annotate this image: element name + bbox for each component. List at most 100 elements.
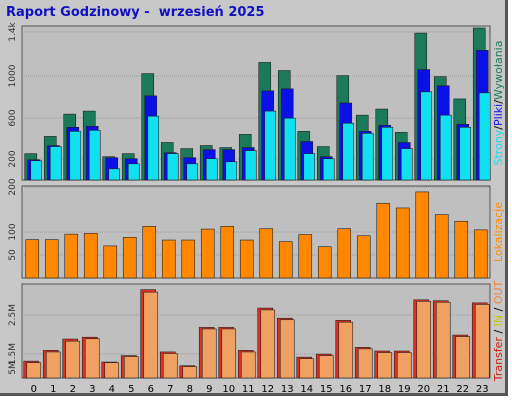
bar-transfer-out [123, 356, 139, 379]
bar-wywołania [127, 163, 140, 181]
transfer-axis-label: Transfer / IN / OUT [492, 280, 505, 382]
bar-wywołania [264, 110, 277, 181]
bar-lokalizacje [44, 239, 59, 279]
bar-transfer-out [377, 352, 393, 379]
bar-wywołania [420, 91, 433, 181]
bar-transfer-out [104, 362, 120, 379]
x-tick-label: 0 [31, 384, 37, 395]
x-tick-label: 15 [320, 384, 333, 395]
bar-wywołania [400, 148, 413, 181]
bar-lokalizacje [103, 245, 118, 279]
bar-transfer-out [279, 319, 295, 379]
bar-lokalizacje [317, 246, 332, 279]
bar-lokalizacje [161, 239, 176, 279]
bar-transfer-out [84, 338, 100, 379]
bar-lokalizacje [376, 202, 391, 279]
bar-transfer-out [318, 355, 334, 379]
hits-axis-label-part: Pliki [492, 104, 505, 126]
bar-wywołania [361, 133, 374, 181]
bar-wywołania [108, 168, 121, 181]
bar-wywołania [459, 127, 472, 181]
transfer-axis-label-part: IN [492, 315, 505, 326]
bar-lokalizacje [64, 233, 79, 279]
x-tick-label: 17 [359, 384, 372, 395]
bar-lokalizacje [434, 214, 449, 279]
hits-axis-label-separator: / [492, 100, 505, 104]
x-tick-label: 22 [456, 384, 469, 395]
bar-wywołania [381, 127, 394, 181]
x-tick-label: 16 [339, 384, 352, 395]
bar-transfer-out [45, 351, 61, 379]
y-tick-label: 1000 [8, 64, 18, 87]
bar-lokalizacje [220, 226, 235, 279]
bar-wywołania [439, 114, 452, 181]
bar-lokalizacje [259, 228, 274, 279]
bar-transfer-out [435, 301, 451, 379]
y-tick-label: 100 [8, 223, 18, 240]
bar-lokalizacje [25, 239, 40, 279]
bar-lokalizacje [473, 229, 488, 279]
bar-lokalizacje [278, 241, 293, 279]
x-tick-label: 23 [476, 384, 489, 395]
bar-transfer-out [396, 352, 412, 379]
x-tick-label: 8 [187, 384, 193, 395]
bar-transfer-out [338, 321, 354, 379]
bar-lokalizacje [200, 228, 215, 279]
bar-wywołania [225, 161, 238, 181]
bar-transfer-out [260, 309, 276, 379]
x-tick-label: 19 [398, 384, 411, 395]
x-tick-label: 10 [222, 384, 235, 395]
y-tick-label: 200 [8, 150, 18, 167]
transfer-axis-label-part: OUT [492, 280, 505, 304]
x-tick-label: 5 [128, 384, 134, 395]
x-tick-label: 3 [89, 384, 95, 395]
x-tick-label: 20 [417, 384, 430, 395]
bar-transfer-out [357, 348, 373, 379]
bar-transfer-out [26, 362, 42, 379]
x-tick-label: 9 [206, 384, 212, 395]
y-tick-label: 5M [8, 361, 18, 375]
y-tick-label: 2.5M [8, 304, 18, 326]
x-tick-label: 12 [261, 384, 274, 395]
bar-lokalizacje [122, 237, 137, 279]
bar-lokalizacje [454, 220, 469, 279]
bar-wywołania [186, 163, 199, 181]
bar-transfer-out [143, 291, 159, 379]
x-tick-label: 14 [300, 384, 313, 395]
hits-axis-label-part: Strony [492, 129, 505, 165]
bar-transfer-out [299, 358, 315, 379]
bar-wywołania [30, 160, 43, 181]
bar-transfer-out [221, 328, 237, 379]
y-tick-label: 200 [8, 178, 18, 195]
bar-transfer-out [65, 340, 81, 379]
report-title: Raport Godzinowy - wrzesień 2025 [6, 5, 265, 20]
bar-lokalizacje [356, 235, 371, 279]
bar-lokalizacje [83, 233, 98, 279]
y-tick-label: 600 [8, 109, 18, 126]
bar-lokalizacje [395, 207, 410, 279]
y-tick-label: 1.5M [8, 343, 18, 365]
x-tick-label: 13 [281, 384, 294, 395]
x-tick-label: 11 [242, 384, 255, 395]
hits-axis-label-separator: / [492, 126, 505, 130]
bar-transfer-out [201, 328, 217, 379]
bar-lokalizacje [415, 191, 430, 279]
x-tick-label: 4 [109, 384, 115, 395]
panel-transfer [21, 283, 491, 379]
transfer-axis-label-separator: / [492, 304, 505, 315]
y-tick-label: 50 [8, 249, 18, 261]
bar-wywołania [478, 92, 491, 181]
bar-wywołania [88, 130, 101, 181]
bar-transfer-out [455, 336, 471, 379]
bar-wywołania [303, 153, 316, 181]
bar-lokalizacje [142, 226, 157, 279]
bar-wywołania [166, 153, 179, 181]
x-tick-label: 7 [167, 384, 173, 395]
bar-wywołania [244, 150, 257, 181]
bar-transfer-out [416, 301, 432, 379]
bar-wywołania [205, 158, 218, 181]
x-tick-label: 1 [50, 384, 56, 395]
bar-transfer-out [474, 304, 490, 379]
hits-axis-label: Strony/Pliki/Wywołania [492, 41, 505, 166]
